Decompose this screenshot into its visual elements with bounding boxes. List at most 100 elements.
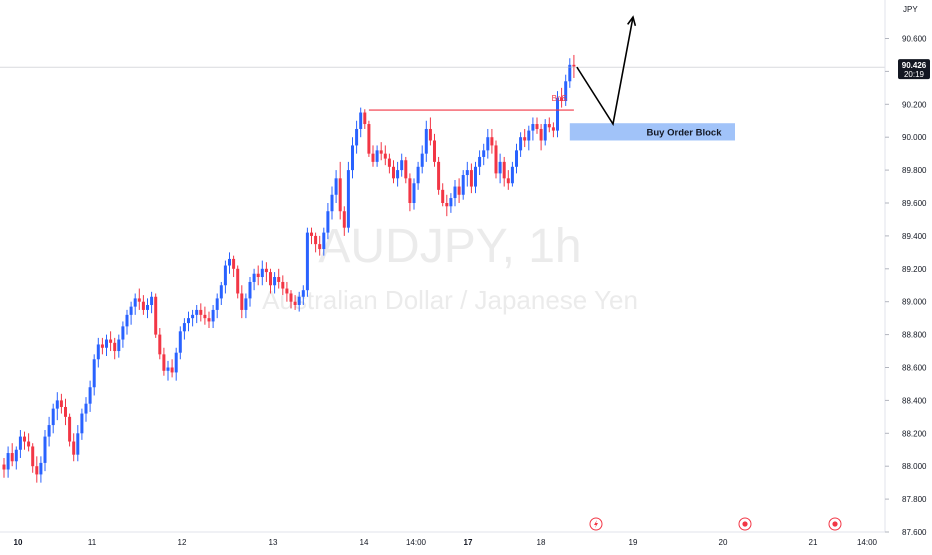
candle-body xyxy=(273,277,277,286)
candle xyxy=(125,309,129,335)
candle-body xyxy=(334,178,338,195)
time-axis[interactable]: 10 11 12 13 14 14:00 17 18 19 20 21 14:00 xyxy=(0,517,885,547)
candle xyxy=(387,153,391,174)
candle-body xyxy=(64,406,67,417)
lightning-event-icon[interactable] xyxy=(589,517,603,531)
target-event-icon[interactable] xyxy=(738,517,752,531)
candle-body xyxy=(490,137,494,146)
candle xyxy=(154,293,158,338)
candle xyxy=(469,163,473,194)
candle xyxy=(523,128,527,148)
price-tick-label: 90.600 xyxy=(902,35,927,44)
candle xyxy=(195,304,199,324)
candle xyxy=(379,142,383,161)
candle xyxy=(539,124,543,151)
candle-body xyxy=(23,436,26,442)
candle xyxy=(219,281,223,305)
candle xyxy=(35,456,39,483)
candle xyxy=(39,456,43,483)
candle-body xyxy=(424,128,428,154)
time-tick-label: 14 xyxy=(360,538,369,547)
price-tick-label: 89.000 xyxy=(902,298,927,307)
candle xyxy=(182,318,186,340)
order-block-zone[interactable] xyxy=(569,123,735,141)
candle-body xyxy=(297,296,301,305)
candle xyxy=(515,143,518,174)
candle xyxy=(27,433,31,452)
candle xyxy=(519,132,523,157)
candle-body xyxy=(445,203,449,207)
candle xyxy=(133,293,137,315)
price-tick-label: 87.600 xyxy=(902,528,927,537)
candle-body xyxy=(469,170,473,187)
arrow-head-icon xyxy=(627,15,637,27)
candle xyxy=(80,408,84,440)
candle-body xyxy=(260,268,264,278)
candle-body xyxy=(314,235,318,245)
candle xyxy=(252,268,256,291)
candle xyxy=(494,140,498,179)
candle xyxy=(560,87,564,108)
price-axis[interactable]: JPY 90.60090.40090.20090.00089.80089.600… xyxy=(884,0,930,537)
candle-body xyxy=(121,326,125,340)
price-tick-label: 89.600 xyxy=(902,199,927,208)
candle-body xyxy=(359,112,363,129)
candle-body xyxy=(141,301,145,310)
candle-body xyxy=(572,64,576,67)
candle xyxy=(137,288,141,310)
candle-body xyxy=(547,124,551,128)
candle xyxy=(10,443,14,467)
candle xyxy=(84,397,88,422)
symbol-watermark: AUDJPY, 1h xyxy=(318,220,581,273)
candle-body xyxy=(441,189,445,203)
candle xyxy=(117,334,121,358)
candle-body xyxy=(55,400,59,409)
candle xyxy=(244,293,248,319)
candle xyxy=(322,227,326,256)
candle xyxy=(543,119,547,146)
candle xyxy=(453,179,457,207)
candle-body xyxy=(396,170,400,179)
candle xyxy=(43,430,47,472)
candle-body xyxy=(113,342,117,352)
candle xyxy=(31,443,35,473)
candle-body xyxy=(31,446,35,467)
candle-body xyxy=(170,367,174,373)
candle xyxy=(383,145,387,166)
candle-body xyxy=(474,166,477,187)
candle xyxy=(412,178,416,210)
price-tick-label: 88.000 xyxy=(902,462,927,471)
candle xyxy=(203,306,207,325)
candle-body xyxy=(158,334,162,355)
price-tick-label: 88.800 xyxy=(902,331,927,340)
candle-body xyxy=(568,64,572,82)
candle-body xyxy=(515,150,518,167)
candle-body xyxy=(408,178,412,203)
candle xyxy=(76,425,80,462)
candle-body xyxy=(182,323,186,332)
candle-body xyxy=(178,331,182,353)
candle xyxy=(166,360,170,381)
candle xyxy=(96,337,100,368)
name-watermark: Australian Dollar / Japanese Yen xyxy=(262,285,638,315)
candle-body xyxy=(375,150,379,162)
time-tick-label: 14:00 xyxy=(857,538,878,547)
candle xyxy=(51,403,55,434)
candle-body xyxy=(498,161,502,174)
target-event-icon[interactable] xyxy=(828,517,842,531)
candle xyxy=(14,446,18,470)
candle-body xyxy=(59,400,63,407)
candle-body xyxy=(174,352,178,373)
candle xyxy=(72,433,76,462)
target-glyph xyxy=(742,521,748,527)
candle-body xyxy=(215,298,219,310)
candle-body xyxy=(187,318,190,324)
time-tick-label: 11 xyxy=(88,538,97,547)
candle xyxy=(392,160,395,184)
projection-arrow[interactable] xyxy=(576,16,634,127)
candle-body xyxy=(478,156,482,167)
candle-body xyxy=(281,281,285,289)
candle xyxy=(55,392,59,421)
